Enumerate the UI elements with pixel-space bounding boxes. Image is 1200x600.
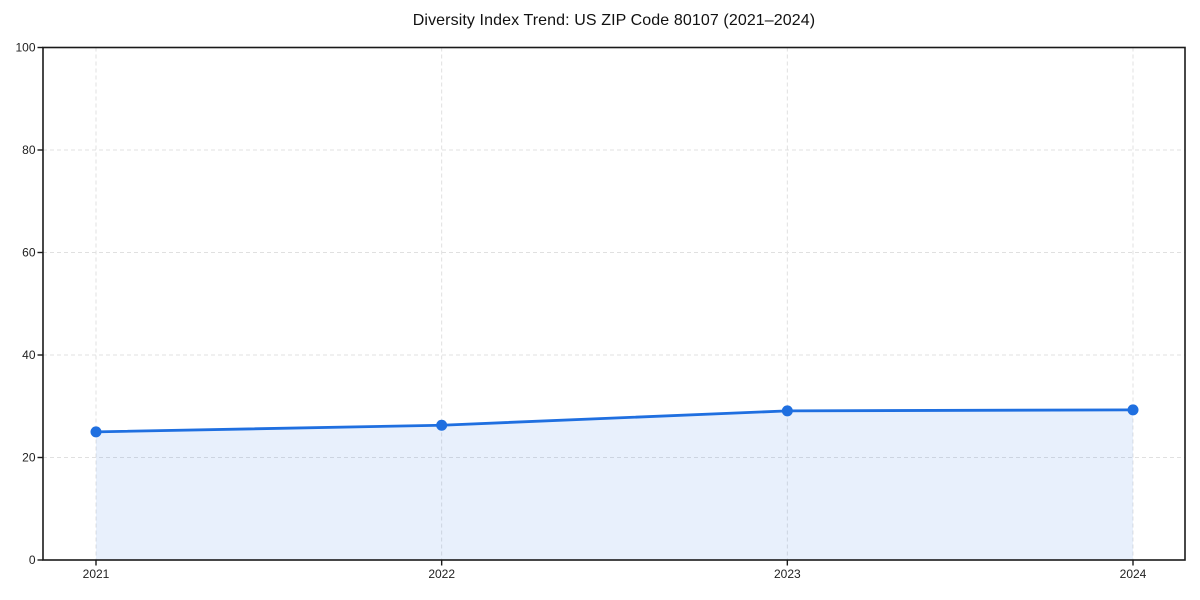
x-tick-label: 2022	[428, 567, 455, 581]
y-tick-label: 60	[22, 246, 36, 260]
y-tick-label: 40	[22, 348, 36, 362]
axis-frame	[42, 46, 1186, 561]
y-tick-label: 100	[15, 41, 35, 55]
x-tick-label: 2021	[83, 567, 110, 581]
data-point-2021	[90, 426, 102, 438]
trend-line	[94, 408, 1135, 434]
y-tick-label: 0	[29, 553, 36, 567]
chart-title: Diversity Index Trend: US ZIP Code 80107…	[412, 12, 816, 29]
area-fill	[96, 409, 1133, 560]
x-tick-label: 2024	[1120, 567, 1147, 581]
y-tick-label: 80	[22, 143, 36, 157]
y-tick-label: 20	[22, 451, 36, 465]
x-tick-label: 2023	[774, 567, 801, 581]
data-point-2022	[436, 419, 448, 431]
data-point-2024	[1127, 404, 1139, 416]
data-point-2023	[781, 405, 793, 417]
